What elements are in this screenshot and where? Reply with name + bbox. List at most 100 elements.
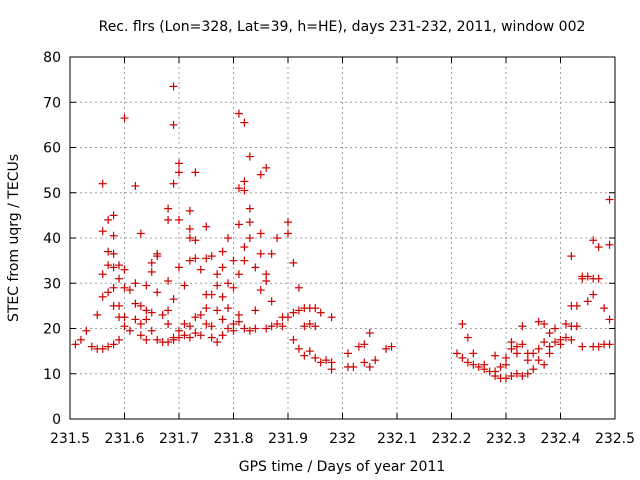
data-point xyxy=(185,322,194,331)
data-point xyxy=(300,351,309,360)
data-point xyxy=(147,258,156,267)
data-point xyxy=(234,310,243,319)
data-point xyxy=(164,215,173,224)
data-point xyxy=(474,362,483,371)
data-point xyxy=(234,317,243,326)
data-point xyxy=(491,367,500,376)
data-point xyxy=(529,349,538,358)
data-point xyxy=(245,218,254,227)
data-point xyxy=(605,315,614,324)
data-point xyxy=(545,349,554,358)
data-point xyxy=(125,286,134,295)
data-point xyxy=(115,301,124,310)
data-point xyxy=(349,362,358,371)
data-point xyxy=(202,222,211,231)
data-point xyxy=(371,356,380,365)
data-point xyxy=(502,374,510,383)
data-point xyxy=(545,329,554,338)
y-tick-label: 0 xyxy=(52,412,61,428)
data-point xyxy=(561,319,570,328)
data-point xyxy=(545,342,554,351)
data-point xyxy=(218,331,227,340)
data-point xyxy=(551,324,560,333)
data-point xyxy=(251,324,260,333)
data-point xyxy=(120,265,129,274)
data-point xyxy=(256,249,265,258)
data-point xyxy=(262,163,271,172)
data-point xyxy=(578,342,587,351)
data-point xyxy=(115,335,124,344)
data-point xyxy=(109,249,118,258)
data-point xyxy=(262,276,271,285)
data-point xyxy=(169,82,178,91)
data-point xyxy=(311,322,320,331)
data-point xyxy=(142,335,151,344)
data-point xyxy=(294,283,303,292)
data-point xyxy=(224,304,233,313)
data-point xyxy=(463,358,472,367)
data-point xyxy=(502,360,510,369)
data-point xyxy=(273,234,282,242)
data-points xyxy=(71,82,614,383)
data-point xyxy=(175,215,183,224)
data-point xyxy=(294,344,303,353)
y-tick-label: 80 xyxy=(43,50,61,66)
data-point xyxy=(224,279,233,288)
data-point xyxy=(245,152,254,161)
y-tick-label: 20 xyxy=(43,322,61,338)
data-point xyxy=(289,335,298,344)
data-point xyxy=(158,310,167,319)
data-point xyxy=(605,240,614,249)
data-point xyxy=(278,322,287,331)
x-tick-label: 232.2 xyxy=(431,431,471,447)
data-point xyxy=(316,358,325,367)
data-point xyxy=(202,319,211,328)
data-point xyxy=(87,342,96,351)
y-tick-label: 40 xyxy=(43,231,61,247)
data-point xyxy=(147,267,156,276)
data-point xyxy=(322,356,331,365)
data-point xyxy=(164,338,173,347)
data-point xyxy=(115,261,124,270)
data-point xyxy=(240,118,249,127)
data-point xyxy=(507,344,516,353)
data-point xyxy=(578,274,587,283)
x-tick-label: 231.9 xyxy=(268,431,308,447)
data-point xyxy=(180,281,189,290)
data-point xyxy=(136,331,145,340)
data-point xyxy=(561,333,570,342)
data-point xyxy=(185,256,194,265)
data-point xyxy=(196,265,205,274)
data-point xyxy=(469,349,478,358)
data-point xyxy=(76,335,85,344)
data-point xyxy=(147,326,156,335)
data-point xyxy=(104,288,113,297)
data-point xyxy=(131,299,140,308)
data-point xyxy=(131,181,140,190)
data-point xyxy=(387,342,396,351)
data-point xyxy=(164,204,173,213)
data-point xyxy=(98,227,107,236)
data-point xyxy=(316,308,325,317)
data-point xyxy=(256,286,265,295)
data-point xyxy=(540,360,549,369)
data-point xyxy=(104,342,113,351)
data-point xyxy=(289,258,298,267)
data-point xyxy=(354,342,363,351)
data-point xyxy=(207,252,216,261)
x-tick-label: 232 xyxy=(329,431,356,447)
data-point xyxy=(540,319,549,328)
data-point xyxy=(234,109,243,118)
data-point xyxy=(245,326,254,335)
data-point xyxy=(109,340,118,349)
data-point xyxy=(191,236,200,245)
data-point xyxy=(131,279,140,288)
data-point xyxy=(512,369,521,378)
data-point xyxy=(218,263,227,272)
data-point xyxy=(196,331,205,340)
x-tick-label: 231.7 xyxy=(159,431,199,447)
data-point xyxy=(93,310,102,319)
data-point xyxy=(284,229,292,238)
data-point xyxy=(589,290,598,299)
